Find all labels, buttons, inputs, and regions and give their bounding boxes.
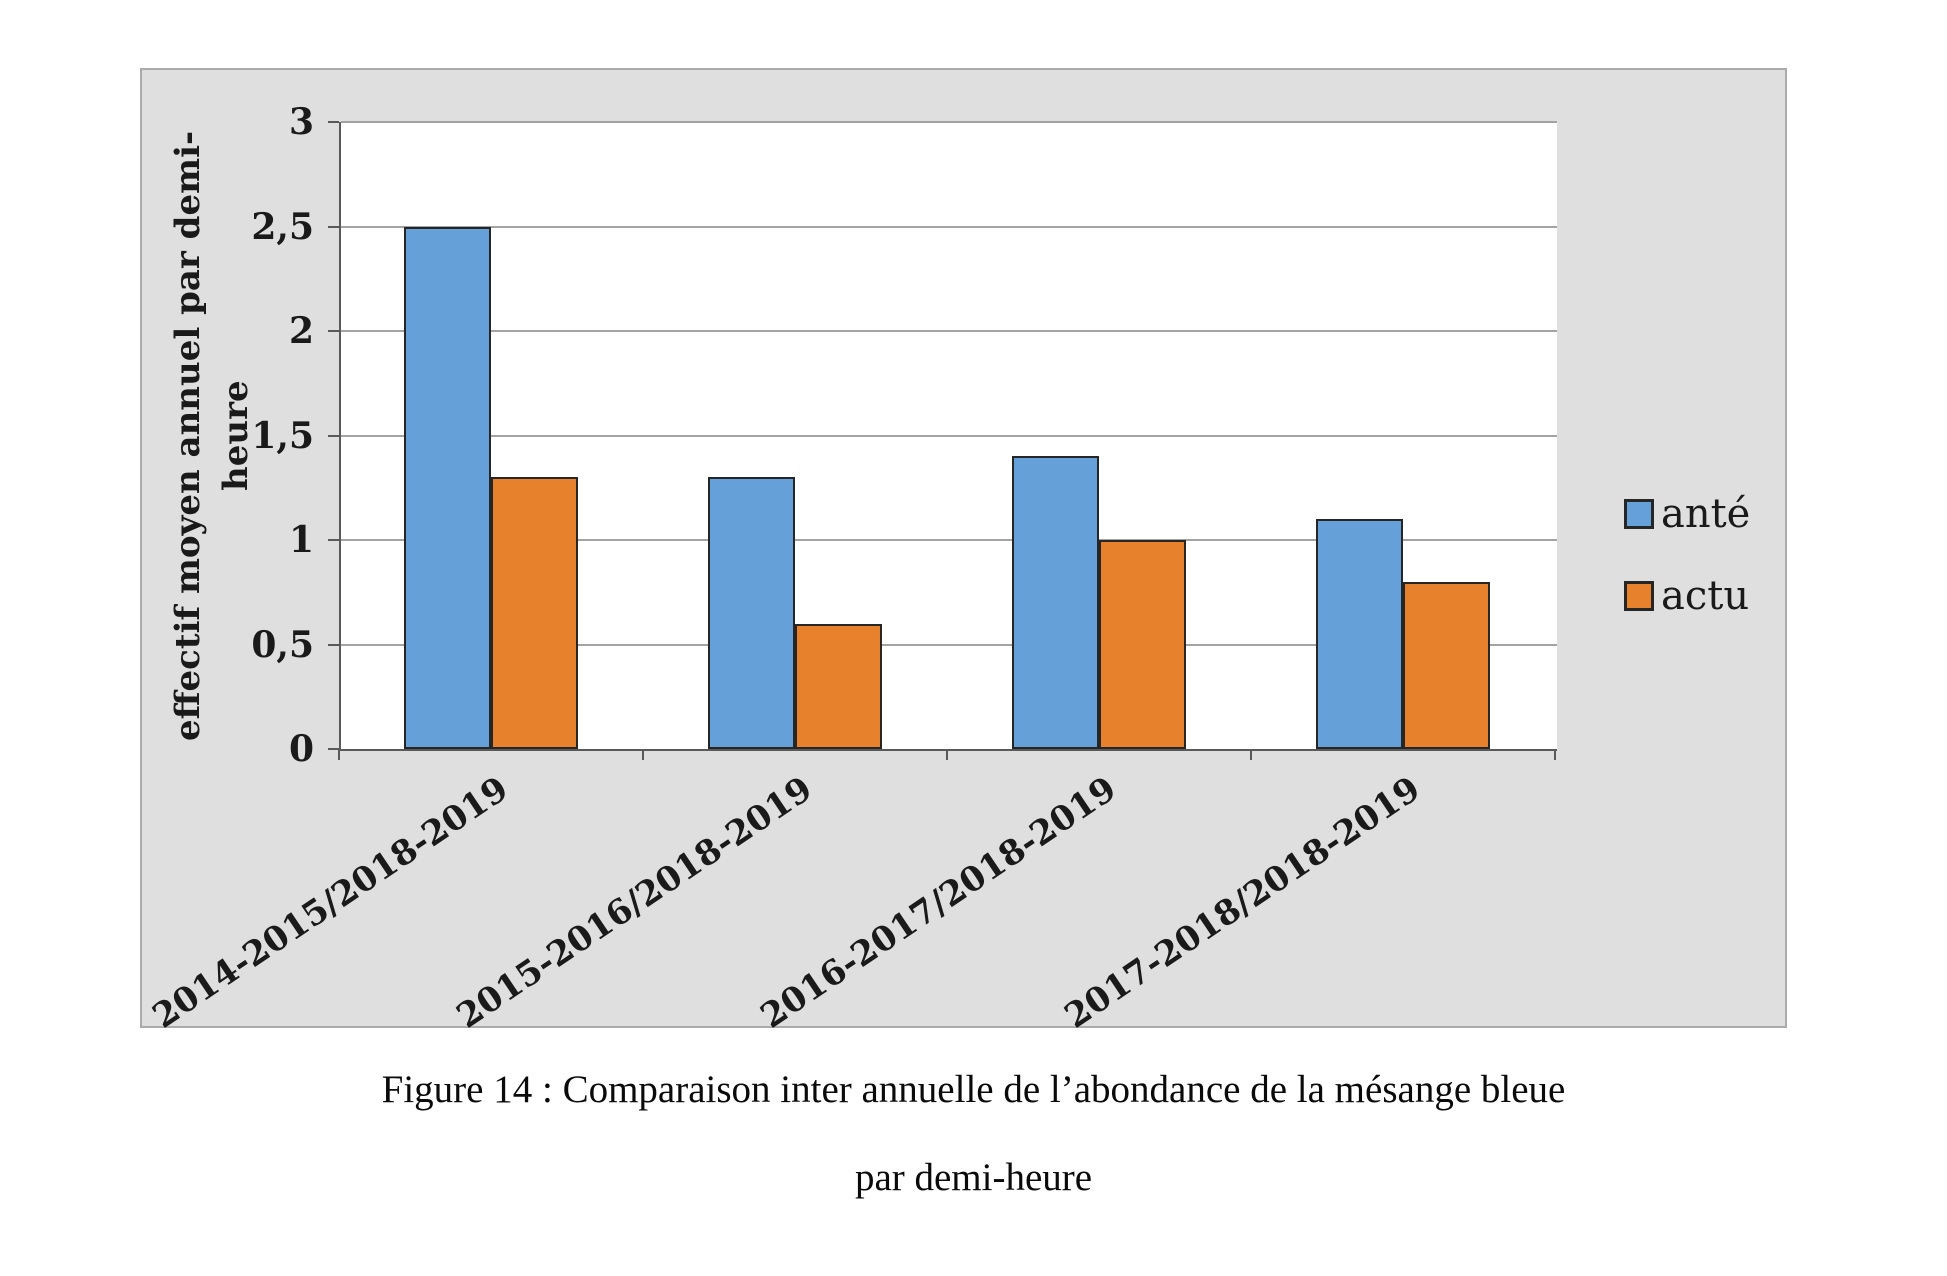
figure-caption-line2: par demi-heure: [854, 1156, 1093, 1199]
gridline-y-1,5: [341, 434, 1557, 437]
y-tickmark-0,5: [328, 643, 339, 646]
bar-actu-3: [1403, 581, 1490, 749]
x-tickmark-3: [1250, 749, 1252, 760]
y-tickmark-3: [328, 121, 339, 123]
x-tickmark-1: [642, 749, 644, 760]
y-tick-label-1,5: 1,5: [251, 414, 314, 457]
legend: anté actu: [1624, 494, 1750, 616]
y-tick-label-2: 2: [288, 310, 314, 352]
figure-caption: Figure 14 : Comparaison inter annuelle d…: [0, 1066, 1947, 1202]
bar-anté-3: [1316, 519, 1403, 749]
chart-figure: effectif moyen annuel par demi-heure 201…: [140, 68, 1787, 1037]
y-tickmark-2,5: [328, 225, 339, 228]
x-tickmark-4: [1554, 749, 1556, 760]
legend-item-actu: actu: [1624, 576, 1750, 616]
figure-caption-line1: Figure 14 : Comparaison inter annuelle d…: [381, 1068, 1566, 1111]
y-tickmark-1: [328, 539, 339, 541]
legend-item-ante: anté: [1624, 494, 1750, 534]
y-tick-label-0: 0: [288, 728, 314, 770]
y-tick-label-2,5: 2,5: [251, 205, 314, 248]
y-tick-label-0,5: 0,5: [251, 623, 314, 666]
x-tickmark-0: [338, 749, 340, 760]
y-tick-label-3: 3: [288, 101, 314, 143]
bar-anté-2: [1012, 456, 1099, 749]
gridline-y-3: [341, 121, 1557, 123]
bar-anté-1: [708, 477, 795, 749]
bar-actu-0: [491, 477, 578, 749]
y-tickmark-0: [328, 748, 339, 750]
legend-label-actu: actu: [1661, 573, 1750, 619]
gridline-y-0,5: [341, 643, 1557, 646]
legend-label-ante: anté: [1661, 491, 1751, 537]
y-tickmark-1,5: [328, 434, 339, 437]
legend-swatch-ante-icon: [1624, 499, 1654, 529]
y-tick-label-1: 1: [288, 519, 314, 561]
gridline-y-1: [341, 539, 1557, 541]
y-tickmark-2: [328, 330, 339, 332]
x-tickmark-2: [946, 749, 948, 760]
gridline-y-2,5: [341, 225, 1557, 228]
bar-actu-2: [1099, 540, 1186, 749]
legend-swatch-actu-icon: [1624, 581, 1654, 611]
bar-anté-0: [404, 226, 491, 749]
gridline-y-2: [341, 330, 1557, 332]
bar-actu-1: [795, 623, 882, 749]
